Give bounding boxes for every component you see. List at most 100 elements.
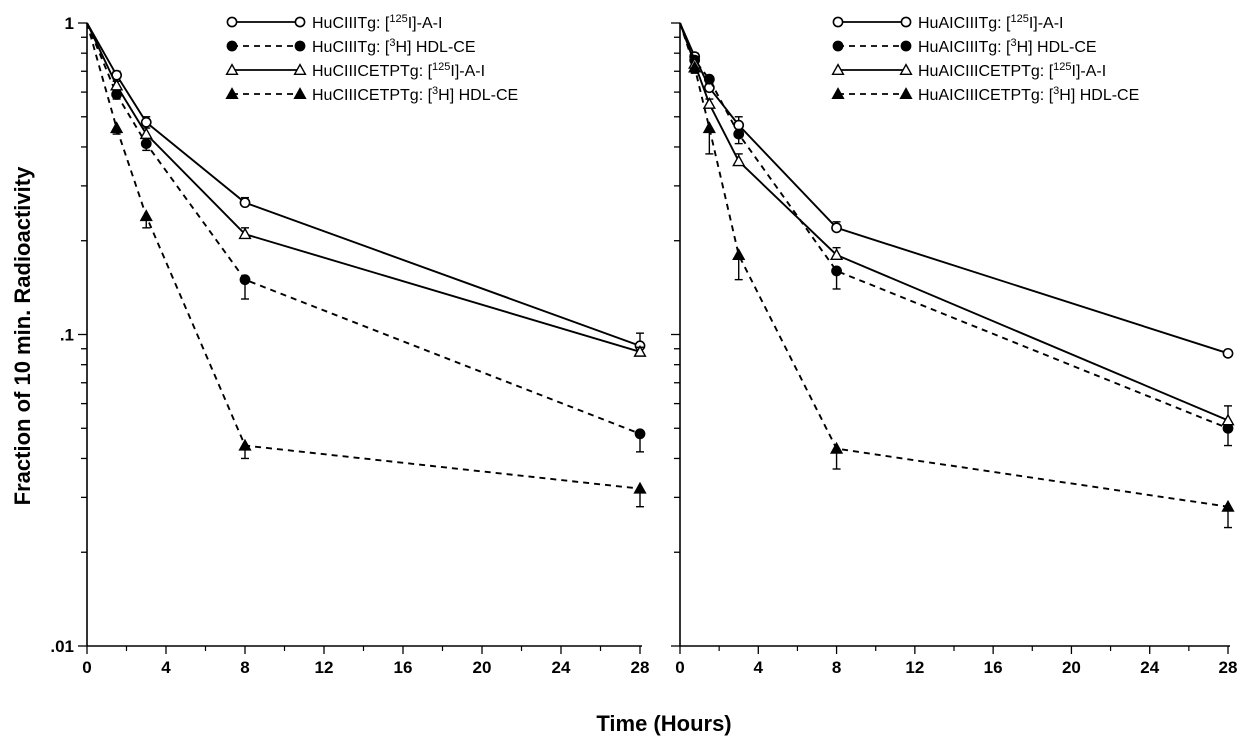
- legend-label: HuCIIICETPTg: [125I]-A-I: [312, 61, 485, 80]
- x-tick-label: 20: [1062, 658, 1081, 677]
- legend-marker: [899, 87, 913, 100]
- x-tick-label: 4: [754, 658, 764, 677]
- legend-entry: HuCIIICETPTg: [125I]-A-I: [225, 61, 485, 80]
- data-point: [1221, 499, 1235, 512]
- legend-marker: [294, 16, 306, 28]
- legend-marker: [900, 40, 912, 52]
- data-point: [139, 127, 153, 140]
- legend-marker: [294, 40, 306, 52]
- x-tick-label: 24: [552, 658, 571, 677]
- data-point: [239, 197, 251, 209]
- data-point: [140, 116, 152, 128]
- data-point: [688, 60, 702, 73]
- legend-label: HuAICIIITg: [125I]-A-I: [918, 13, 1064, 32]
- legend-label: HuCIIICETPTg: [3H] HDL-CE: [312, 85, 518, 104]
- data-point: [634, 428, 646, 440]
- data-point: [732, 248, 746, 261]
- legend-label-superscript: 125: [432, 61, 450, 73]
- series-line: [679, 22, 1229, 422]
- data-point: [1222, 347, 1234, 359]
- x-tick-label: 28: [631, 658, 650, 677]
- legend-entry: HuCIIITg: [3H] HDL-CE: [226, 37, 476, 56]
- series-triangle-filled: [679, 22, 1235, 529]
- series-triangle-open: [679, 22, 1235, 426]
- legend-label-superscript: 3: [1053, 85, 1059, 97]
- legend-entry: HuAICIIICETPTg: [3H] HDL-CE: [831, 85, 1139, 104]
- legend-label-superscript: 125: [389, 13, 407, 25]
- x-tick-label: 0: [82, 658, 91, 677]
- x-tick-label: 24: [1140, 658, 1159, 677]
- x-tick-label: 12: [905, 658, 924, 677]
- legend-label-prefix: HuAICIIICETPTg: [: [918, 87, 1054, 104]
- series-line: [86, 22, 641, 435]
- series-line: [679, 22, 1229, 430]
- x-tick-label: 16: [394, 658, 413, 677]
- legend-label: HuAICIIICETPTg: [3H] HDL-CE: [918, 85, 1139, 104]
- series-circle-filled: [86, 22, 646, 453]
- legend-marker: [225, 87, 239, 100]
- y-tick-label: 1: [65, 14, 74, 33]
- legend-entry: HuCIIICETPTg: [3H] HDL-CE: [225, 85, 518, 104]
- data-point: [733, 128, 745, 140]
- y-tick-label: .1: [60, 326, 74, 345]
- data-point: [831, 222, 842, 234]
- legend-label-suffix: H] HDL-CE: [438, 87, 518, 104]
- data-point: [139, 209, 153, 222]
- legend-marker: [225, 63, 239, 76]
- legend-label: HuCIIITg: [125I]-A-I: [312, 13, 442, 32]
- legend-marker: [293, 63, 307, 76]
- legend-label-suffix: H] HDL-CE: [1017, 39, 1097, 56]
- legend-label-superscript: 3: [432, 85, 438, 97]
- legend-entry: HuAICIIICETPTg: [125I]-A-I: [831, 61, 1107, 80]
- legend-label-suffix: I]-A-I: [408, 15, 443, 32]
- legend-label-superscript: 125: [1010, 13, 1028, 25]
- x-tick-label: 20: [473, 658, 492, 677]
- data-point: [702, 97, 716, 109]
- data-point: [702, 121, 716, 134]
- series-triangle-open: [86, 22, 647, 357]
- data-point: [633, 344, 647, 357]
- y-axis-title: Fraction of 10 min. Radioactivity: [10, 166, 35, 505]
- data-point: [829, 441, 844, 454]
- legend-label-suffix: H] HDL-CE: [1059, 87, 1139, 104]
- data-point: [633, 481, 647, 494]
- legend-label-suffix: I]-A-I: [450, 63, 485, 80]
- legend-label-prefix: HuCIIICETPTg: [: [312, 63, 433, 80]
- legend-label: HuCIIITg: [3H] HDL-CE: [312, 37, 476, 56]
- x-tick-label: 28: [1219, 658, 1238, 677]
- legend-marker: [226, 16, 238, 28]
- data-point: [110, 78, 124, 91]
- legend-label-prefix: HuCIIICETPTg: [: [312, 87, 433, 104]
- x-tick-label: 8: [832, 658, 841, 677]
- legend-label-prefix: HuCIIITg: [: [312, 39, 390, 56]
- data-point: [140, 138, 152, 150]
- legend-label-prefix: HuAICIIITg: [: [918, 15, 1011, 32]
- data-point: [829, 248, 844, 261]
- legend-label-suffix: I]-A-I: [1072, 63, 1107, 80]
- legend-label-superscript: 3: [1010, 37, 1016, 49]
- legend-label-prefix: HuCIIITg: [: [312, 15, 390, 32]
- data-point: [732, 154, 746, 167]
- legend-label-prefix: HuAICIIICETPTg: [: [918, 63, 1054, 80]
- data-point: [239, 274, 251, 286]
- legend-entry: HuAICIIITg: [125I]-A-I: [832, 13, 1064, 32]
- legend-marker: [831, 63, 845, 76]
- data-point: [831, 265, 842, 277]
- legend-marker: [899, 63, 913, 76]
- x-tick-label: 4: [161, 658, 171, 677]
- legend-label-suffix: I]-A-I: [1029, 15, 1064, 32]
- legend-marker: [832, 40, 844, 52]
- x-axis-title: Time (Hours): [596, 711, 731, 736]
- data-point: [110, 121, 124, 134]
- legend-label-suffix: H] HDL-CE: [395, 39, 475, 56]
- legend-marker: [293, 87, 307, 100]
- data-point: [1221, 413, 1235, 426]
- y-tick-label: .01: [50, 637, 74, 656]
- legend-label-superscript: 3: [389, 37, 395, 49]
- legend-marker: [832, 16, 844, 28]
- x-tick-label: 12: [315, 658, 334, 677]
- series-triangle-filled: [86, 22, 647, 508]
- series-line: [679, 22, 1229, 355]
- legend-marker: [900, 16, 912, 28]
